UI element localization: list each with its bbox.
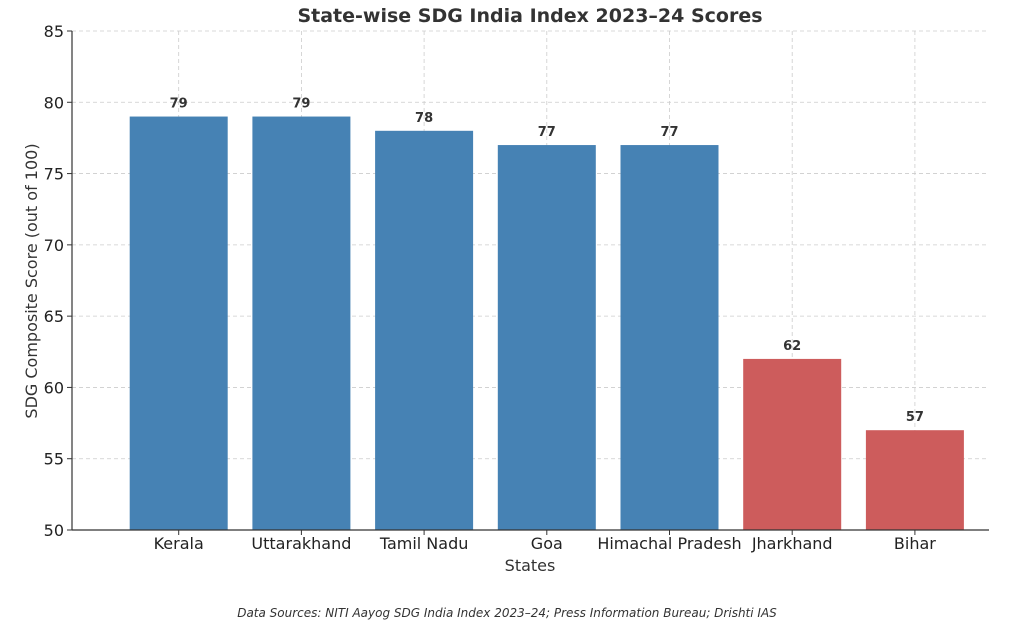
data-labels: 79 79 78 77 77 62 57 [170,97,924,426]
source-note: Data Sources: NITI Aayog SDG India Index… [237,606,777,620]
x-tick-label: Kerala [154,534,204,553]
data-label: 79 [170,97,188,112]
y-tick-label: 60 [44,378,64,397]
y-tick-label: 70 [44,236,64,255]
x-tick-label: Bihar [894,534,936,553]
x-tick-label: Uttarakhand [251,534,351,553]
chart-title: State-wise SDG India Index 2023–24 Score… [297,5,762,27]
bar-himachal-pradesh [620,145,719,531]
y-axis-label: SDG Composite Score (out of 100) [22,143,41,418]
bar-bihar [865,430,964,530]
bar-tamil-nadu [375,130,474,531]
data-label: 78 [415,111,433,126]
data-label: 57 [906,410,924,425]
y-tick-label: 65 [44,307,64,326]
y-tick-label: 50 [44,521,64,540]
x-tick-label: Himachal Pradesh [597,534,741,553]
y-axis: 50 55 60 65 70 75 80 85 [44,22,73,540]
data-label: 77 [660,125,678,140]
bar-kerala [129,116,228,531]
y-tick-label: 80 [44,93,64,112]
x-axis: Kerala Uttarakhand Tamil Nadu Goa Himachal P… [72,529,989,553]
bar-uttarakhand [252,116,351,531]
x-axis-label: States [505,556,556,575]
data-label: 79 [292,97,310,112]
y-tick-label: 55 [44,450,64,469]
bars [129,116,964,531]
bar-jharkhand [743,358,842,530]
y-tick-label: 85 [44,22,64,41]
x-tick-label: Jharkhand [751,534,833,553]
bar-goa [497,145,596,531]
x-tick-label: Tamil Nadu [379,534,469,553]
x-tick-label: Goa [531,534,563,553]
data-label: 62 [783,339,801,354]
data-label: 77 [538,125,556,140]
y-tick-label: 75 [44,165,64,184]
